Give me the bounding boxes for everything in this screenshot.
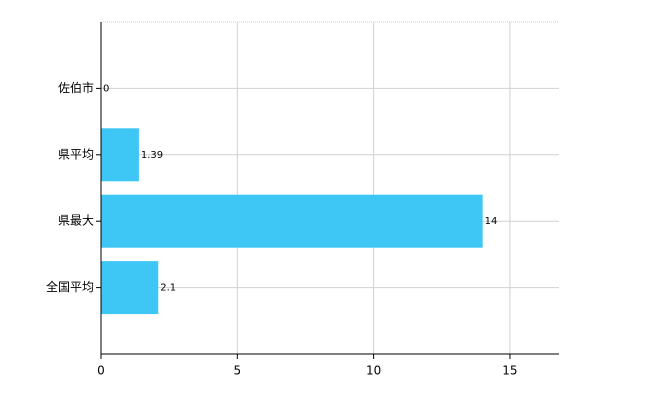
y-tick-label: 県最大 <box>58 214 94 228</box>
value-label: 1.39 <box>141 150 163 161</box>
x-tick-label: 10 <box>366 364 381 378</box>
x-tick-label: 0 <box>97 364 105 378</box>
bar <box>101 128 139 182</box>
x-tick-label: 15 <box>502 364 517 378</box>
value-label: 14 <box>485 216 498 227</box>
bar <box>101 261 159 315</box>
x-tick-label: 5 <box>233 364 241 378</box>
bar <box>101 194 483 248</box>
y-tick-label: 県平均 <box>58 147 94 161</box>
y-tick-label: 佐伯市 <box>58 80 94 95</box>
y-tick-label: 全国平均 <box>46 279 94 294</box>
value-label: 0 <box>103 83 109 94</box>
value-label: 2.1 <box>160 283 176 294</box>
